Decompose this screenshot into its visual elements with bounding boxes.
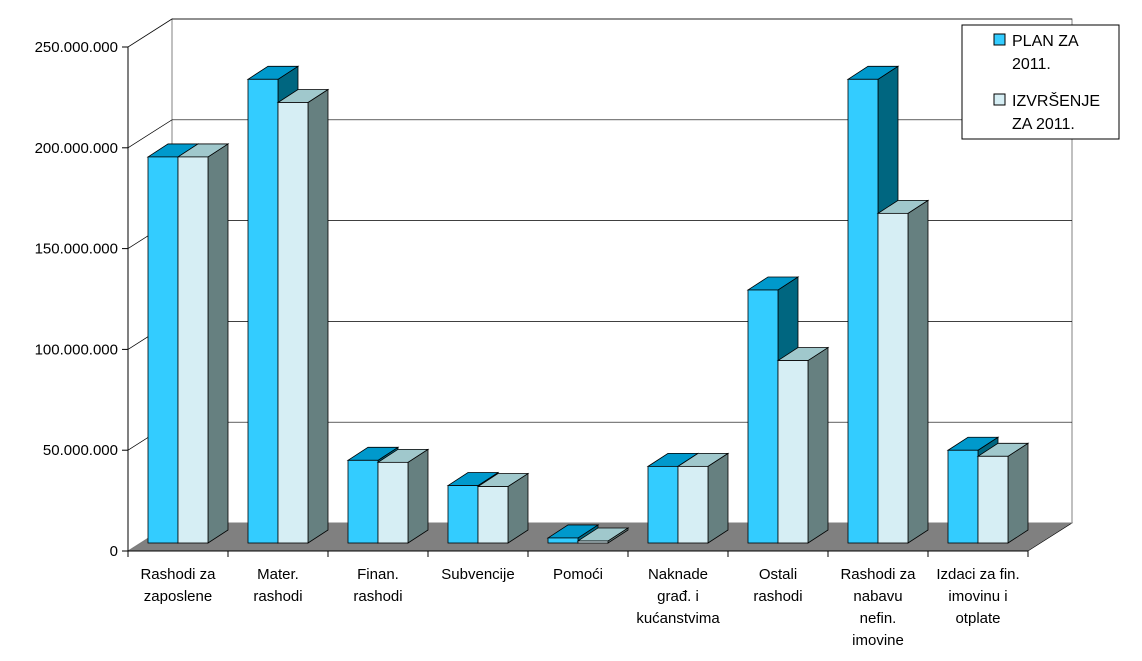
x-tick-label-line: Rashodi za	[140, 566, 216, 583]
bar-front-face	[247, 78, 279, 544]
x-tick-label: Finan. rashodi	[353, 566, 402, 605]
x-tick-label: Naknade građ. i kućanstvima	[636, 566, 720, 627]
bar-izvrsenje	[776, 346, 830, 544]
x-tick-label-line: rashodi	[253, 588, 302, 605]
bar-front-face	[347, 459, 379, 544]
y-tick-label: 200.000.000	[35, 140, 118, 157]
x-tick-label-line: nabavu	[853, 588, 902, 605]
y-tick-label: 50.000.000	[43, 442, 118, 459]
x-tick-label-line: Mater.	[257, 566, 299, 583]
x-tick-label-line: građ. i	[657, 588, 699, 605]
bar-front-face	[447, 485, 479, 544]
x-tick-label-line: rashodi	[353, 588, 402, 605]
x-tick-label-line: nefin.	[860, 610, 897, 627]
x-tick-label: Rashodi za nabavu nefin. imovine	[840, 566, 916, 649]
x-tick-label-line: Ostali	[759, 566, 797, 583]
x-tick-label-line: rashodi	[753, 588, 802, 605]
legend-swatch-plan	[993, 33, 1006, 46]
bar-izvrsenje	[476, 472, 530, 544]
y-tick-label: 0	[110, 543, 118, 560]
bar-izvrsenje	[676, 452, 730, 544]
y-tick-label: 150.000.000	[35, 241, 118, 258]
y-tick-label: 100.000.000	[35, 341, 118, 358]
x-tick-label: Ostali rashodi	[753, 566, 802, 605]
bar-izvrsenje	[376, 448, 430, 544]
legend-box	[961, 24, 1120, 140]
x-tick-label: Rashodi za zaposlene	[140, 566, 216, 605]
gridline	[127, 119, 1072, 149]
bar-front-face	[947, 449, 979, 544]
bar-side-face	[907, 199, 929, 544]
legend-label-izvrsenje-line2: ZA 2011.	[1012, 116, 1075, 133]
x-tick-label-line: imovinu i	[948, 588, 1007, 605]
bar-side-face	[307, 88, 329, 544]
bar-front-face	[877, 212, 909, 544]
bar-side-face	[207, 143, 229, 544]
bar-front-face	[647, 465, 679, 544]
bars	[146, 65, 1030, 544]
x-tick-label-line: Rashodi za	[840, 566, 916, 583]
bar-front-face	[277, 102, 309, 544]
bar-front-face	[177, 156, 209, 544]
x-tick-label: Izdaci za fin. imovinu i otplate	[936, 566, 1019, 627]
x-tick-label-line: imovine	[852, 632, 904, 649]
x-tick-label: Pomoći	[553, 566, 603, 583]
gridline	[127, 18, 1072, 48]
bar-front-face	[147, 156, 179, 544]
x-tick-label-line: Subvencije	[441, 566, 514, 583]
bar-side-face	[1007, 442, 1029, 544]
x-tick-label: Mater. rashodi	[253, 566, 302, 605]
legend-label-plan-line1: PLAN ZA	[1012, 33, 1079, 50]
legend: PLAN ZA 2011. IZVRŠENJE ZA 2011.	[961, 24, 1120, 140]
bar-izvrsenje	[876, 199, 930, 544]
bar-side-face	[807, 346, 829, 544]
bar-izvrsenje	[276, 88, 330, 544]
bar-side-face	[407, 448, 429, 544]
x-tick-label-line: Finan.	[357, 566, 399, 583]
bar-front-face	[547, 537, 579, 544]
legend-label-plan-line2: 2011.	[1012, 56, 1051, 73]
bar-izvrsenje	[176, 143, 230, 544]
x-tick-label-line: otplate	[955, 610, 1000, 627]
bar-izvrsenje	[576, 527, 630, 544]
x-tick-label: Subvencije	[441, 566, 514, 583]
bar-front-face	[577, 540, 609, 544]
bar-front-face	[477, 486, 509, 544]
bar-front-face	[977, 455, 1009, 544]
x-tick-labels: Rashodi za zaposlene Mater. rashodi Finan. ra…	[140, 566, 1019, 649]
legend-label-izvrsenje-line1: IZVRŠENJE	[1012, 91, 1100, 110]
bar-side-face	[707, 452, 729, 544]
legend-swatch-izvrsenje	[993, 93, 1006, 106]
bar-izvrsenje	[976, 442, 1030, 544]
x-tick-label-line: Naknade	[648, 566, 708, 583]
axes	[122, 46, 1029, 557]
x-tick-label-line: kućanstvima	[636, 610, 720, 627]
bar-front-face	[747, 289, 779, 544]
bar-front-face	[777, 360, 809, 544]
y-tick-labels: 0 50.000.000 100.000.000 150.000.000 200.000…	[35, 39, 118, 560]
x-tick-label-line: Pomoći	[553, 566, 603, 583]
x-tick-label-line: Izdaci za fin.	[936, 566, 1019, 583]
y-tick-label: 250.000.000	[35, 39, 118, 56]
bar-front-face	[677, 465, 709, 544]
x-tick-label-line: zaposlene	[144, 588, 212, 605]
bar-front-face	[847, 78, 879, 544]
bar-front-face	[377, 461, 409, 544]
